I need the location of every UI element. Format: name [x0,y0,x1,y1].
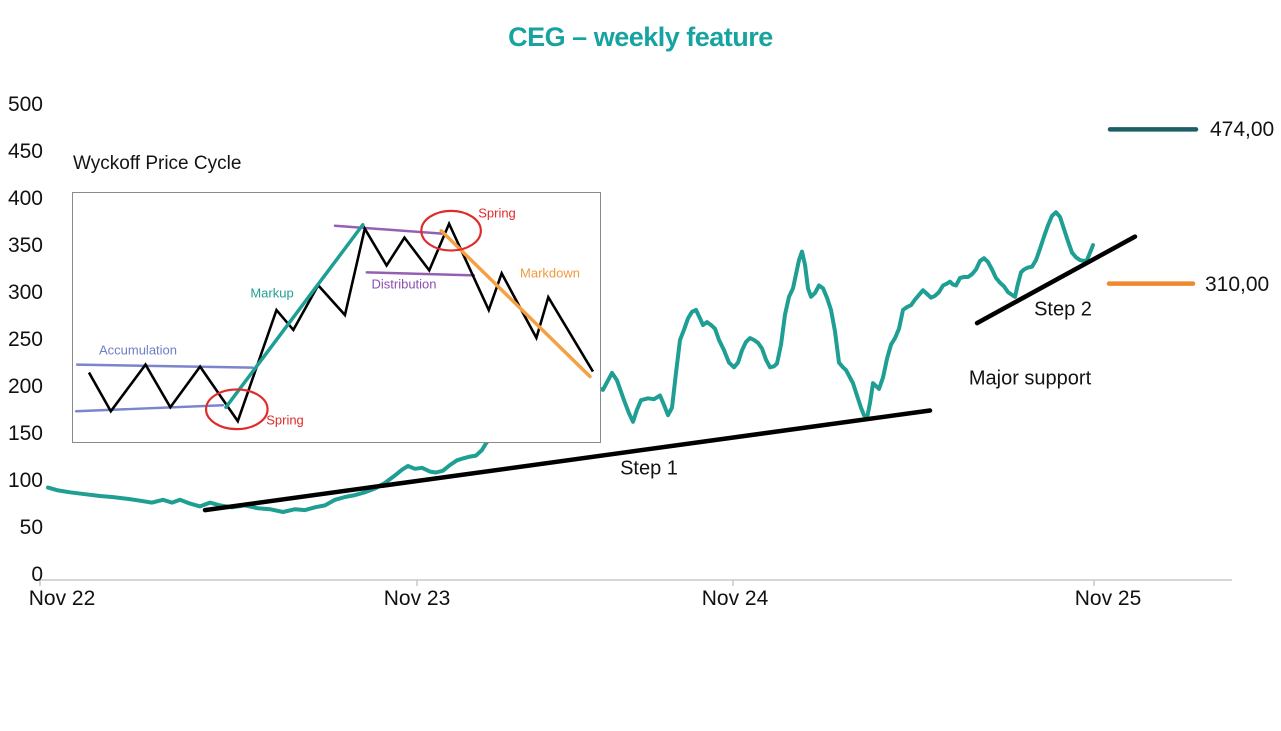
distribution-lower-line [365,271,476,277]
accumulation-upper-line [75,363,254,369]
y-axis-tick-label: 0 [31,563,43,586]
inset-title: Wyckoff Price Cycle [73,153,242,174]
price-marker-value-310: 310,00 [1205,272,1270,296]
y-axis-tick-label: 200 [7,375,43,398]
markup-line [224,223,365,410]
y-axis-tick-label: 450 [7,140,43,163]
x-axis-tick-label: Nov 22 [28,587,96,610]
y-axis-tick-label: 50 [19,516,43,539]
y-axis-tick-label: 350 [7,234,43,257]
markup-label: Markup [250,285,294,301]
y-axis-tick-label: 150 [7,422,43,445]
y-axis-tick-label: 300 [7,281,43,304]
wyckoff-inset: Accumulation Markup Distribution Markdown Sp… [72,192,601,443]
x-axis-tick-label: Nov 24 [701,587,769,610]
wyckoff-price-zigzag [87,220,595,424]
trendline-step2 [974,234,1138,326]
x-axis-tick-label: Nov 25 [1074,587,1142,610]
spring-top-label: Spring [478,205,516,221]
markdown-line [439,228,592,379]
accumulation-label: Accumulation [98,342,178,358]
trendline-step1 [202,408,933,513]
y-axis-labels: 500 450 400 350 300 250 200 150 100 50 0 [0,0,43,731]
wyckoff-inset-svg [74,209,595,431]
y-axis-tick-label: 100 [7,469,43,492]
step2-label: Step 2 [1034,298,1092,321]
x-axis-labels: Nov 22 Nov 23 Nov 24 Nov 25 [0,587,1281,615]
price-marker-value-474: 474,00 [1210,118,1275,142]
major-support-label: Major support [968,367,1092,390]
markdown-label: Markdown [520,265,580,281]
page-title: CEG – weekly feature [508,22,773,52]
spring-bottom-label: Spring [266,412,304,428]
step1-label: Step 1 [620,457,678,480]
spring-circle-accumulation [204,388,269,431]
y-axis-tick-label: 500 [7,93,43,116]
distribution-label: Distribution [371,276,437,292]
distribution-upper-line [333,224,444,235]
y-axis-tick-label: 250 [7,328,43,351]
x-axis-tick-label: Nov 23 [383,587,451,610]
spring-circle-distribution [420,209,482,252]
accumulation-lower-line [74,404,225,413]
y-axis-tick-label: 400 [7,187,43,210]
